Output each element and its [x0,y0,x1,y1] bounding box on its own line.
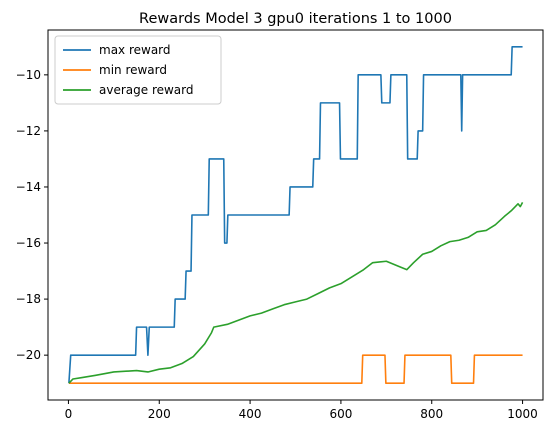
x-axis: 0 200 400 600 800 1000 [65,400,538,421]
y-tick-label: −12 [16,124,41,138]
legend-label: max reward [99,43,171,57]
legend-label: average reward [99,83,194,97]
y-tick-label: −10 [16,68,41,82]
x-tick-label: 400 [239,407,262,421]
y-axis: −20 −18 −16 −14 −12 −10 [16,68,48,362]
y-tick-label: −18 [16,292,41,306]
y-tick-label: −16 [16,236,41,250]
x-tick-label: 200 [148,407,171,421]
y-tick-label: −14 [16,180,41,194]
chart-title: Rewards Model 3 gpu0 iterations 1 to 100… [139,11,452,27]
x-tick-label: 1000 [507,407,538,421]
x-tick-label: 800 [420,407,443,421]
legend: max reward min reward average reward [54,35,222,105]
y-tick-label: −20 [16,348,41,362]
series-line-min-reward [68,354,523,384]
plot-frame [47,29,544,401]
x-tick-label: 0 [65,407,73,421]
series-line-average-reward [68,202,524,384]
legend-label: min reward [99,63,167,77]
x-tick-label: 600 [329,407,352,421]
legend-box [54,35,222,105]
series-line-max-reward [68,46,523,384]
plot-lines [68,46,524,384]
